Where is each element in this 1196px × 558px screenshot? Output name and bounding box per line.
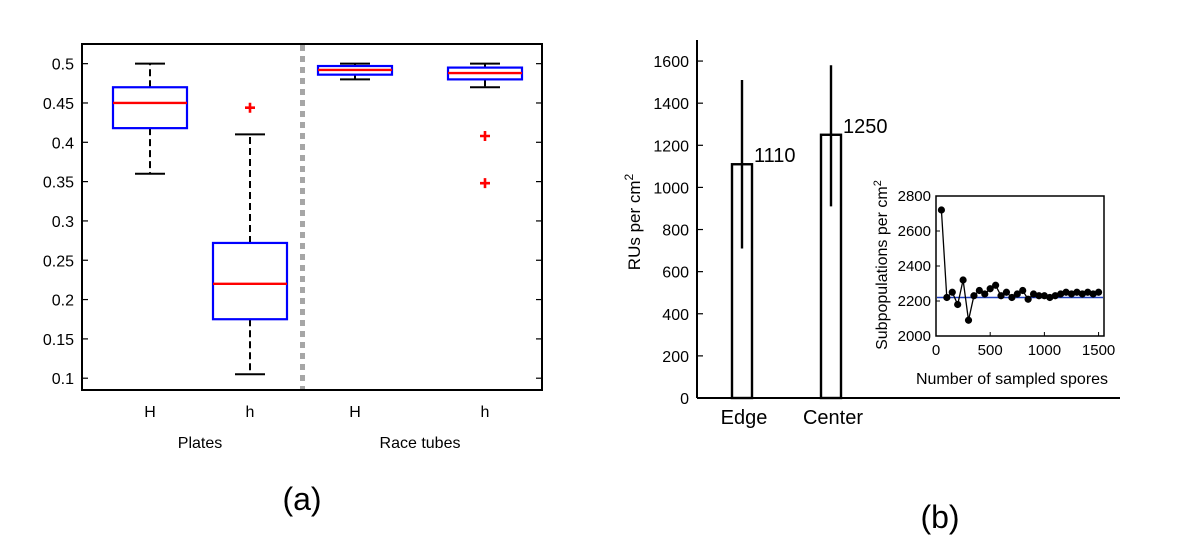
panel-a-y-axis: 0.1 0.15 0.2 0.25 0.3 0.35 0.4 0.45 0.5 [43,57,542,388]
box-1 [111,62,189,175]
panel-a-x-tick-label: h [481,404,490,421]
inset-data-point [948,288,956,296]
panel-b-label: (b) [920,499,959,535]
box-2 [211,102,289,376]
box-4 [446,62,524,189]
inset-data-point [1035,292,1043,300]
inset-y-tick-label: 2000 [898,328,931,345]
inset-y-tick-label: 2200 [898,293,931,310]
inset-data-point [970,292,978,300]
panel-b-y-tick-label: 1200 [653,138,689,155]
inset-data-point [959,276,967,284]
inset-y-tick-label: 2400 [898,258,931,275]
panel-b-x-tick-label: Edge [721,407,768,429]
inset-data-point [943,293,951,302]
panel-a-axes-frame [81,43,543,391]
panel-a-y-tick-label: 0.15 [43,332,74,349]
inset-data-point [937,206,946,214]
inset-line-chart: 2000 2200 2400 2600 2800 0 500 1000 1500 Subpop… [872,180,1115,388]
panel-a-y-tick-label: 0.3 [52,214,74,231]
outlier-marker [480,131,490,142]
inset-x-axis: 0 500 1000 1500 [932,332,1115,359]
inset-data-point [1008,293,1016,302]
outlier-marker [480,178,490,189]
inset-data-point [1073,288,1081,296]
inset-data-point [1067,290,1076,298]
inset-data-point [1057,290,1065,298]
inset-data-point [1046,293,1054,302]
panel-b-x-axis: Edge Center [721,407,864,429]
inset-y-axis-label: Subpopulations per cm2 [872,180,891,350]
inset-x-tick-label: 1000 [1028,342,1061,359]
inset-data-point [1013,290,1021,298]
inset-data-point [954,300,962,309]
interquartile-box [211,241,289,321]
inset-data-point [992,281,1000,289]
inset-y-tick-label: 2800 [898,188,931,205]
inset-data-point [1024,295,1032,303]
inset-x-axis-label: Number of sampled spores [916,371,1108,388]
inset-data-point [981,290,989,298]
panel-b-y-axis-label: RUs per cm2 [622,173,644,270]
inset-data-point [1040,292,1048,300]
interquartile-box [111,86,189,130]
inset-plot-area [937,206,1103,324]
panel-a-y-tick-label: 0.35 [43,175,74,192]
inset-data-point [1078,290,1086,298]
panel-a-x-tick-label: H [144,404,156,421]
panel-a-y-tick-label: 0.4 [52,135,74,152]
inset-data-point [997,292,1005,300]
panel-a-y-tick-label: 0.1 [52,371,74,388]
inset-data-point [986,285,994,293]
box-3 [316,62,394,81]
inset-data-point [1089,290,1097,298]
inset-x-tick-label: 1500 [1082,342,1115,359]
inset-x-tick-label: 0 [932,342,940,359]
inset-axes-frame [935,195,1105,337]
panel-b-y-axis: 0 200 400 600 800 1000 1200 1400 1600 [653,40,1120,408]
panel-b-x-tick-label: Center [803,407,863,429]
inset-data-point [964,316,973,324]
panel-a-group-label: Plates [178,435,222,452]
panel-a-y-tick-label: 0.2 [52,293,74,310]
inset-data-point [1002,288,1011,296]
panel-b-y-tick-label: 800 [662,223,689,240]
panel-a-y-tick-label: 0.25 [43,253,74,270]
panel-a-group-labels: Plates Race tubes [178,435,461,452]
panel-a-y-tick-label: 0.45 [43,96,74,113]
inset-data-point [1019,286,1027,295]
panel-b-y-tick-label: 400 [662,307,689,324]
inset-data-point [1051,292,1059,300]
outlier-marker [245,102,255,113]
inset-data-point [1084,288,1092,296]
inset-data-point [975,286,983,295]
panel-b-y-tick-label: 1000 [653,180,689,197]
bar-value-label: 1250 [843,116,888,138]
bar-value-label: 1110 [754,145,796,167]
inset-data-point [1062,288,1070,296]
panel-a-x-tick-label: h [246,404,255,421]
panel-a-x-tick-label: H [349,404,361,421]
inset-data-point [1029,290,1038,298]
inset-y-axis: 2000 2200 2400 2600 2800 [898,188,940,345]
panel-b-bar-chart: 0 200 400 600 800 1000 1200 1400 1600 1110 1250 E… [622,40,1120,535]
panel-b-y-tick-label: 600 [662,265,689,282]
inset-y-tick-label: 2600 [898,223,931,240]
panel-b-y-tick-label: 200 [662,349,689,366]
panel-a-label: (a) [282,481,321,517]
panel-b-bars: 1110 1250 [730,65,888,400]
inset-data-point [1094,288,1103,296]
panel-b-y-tick-label: 1400 [653,96,689,113]
panel-b-y-tick-label: 0 [680,391,689,408]
panel-a-group-label: Race tubes [380,435,461,452]
panel-b-y-tick-label: 1600 [653,54,689,71]
panel-a-boxes [111,45,524,389]
inset-x-tick-label: 500 [978,342,1003,359]
panel-a-y-tick-label: 0.5 [52,57,74,74]
